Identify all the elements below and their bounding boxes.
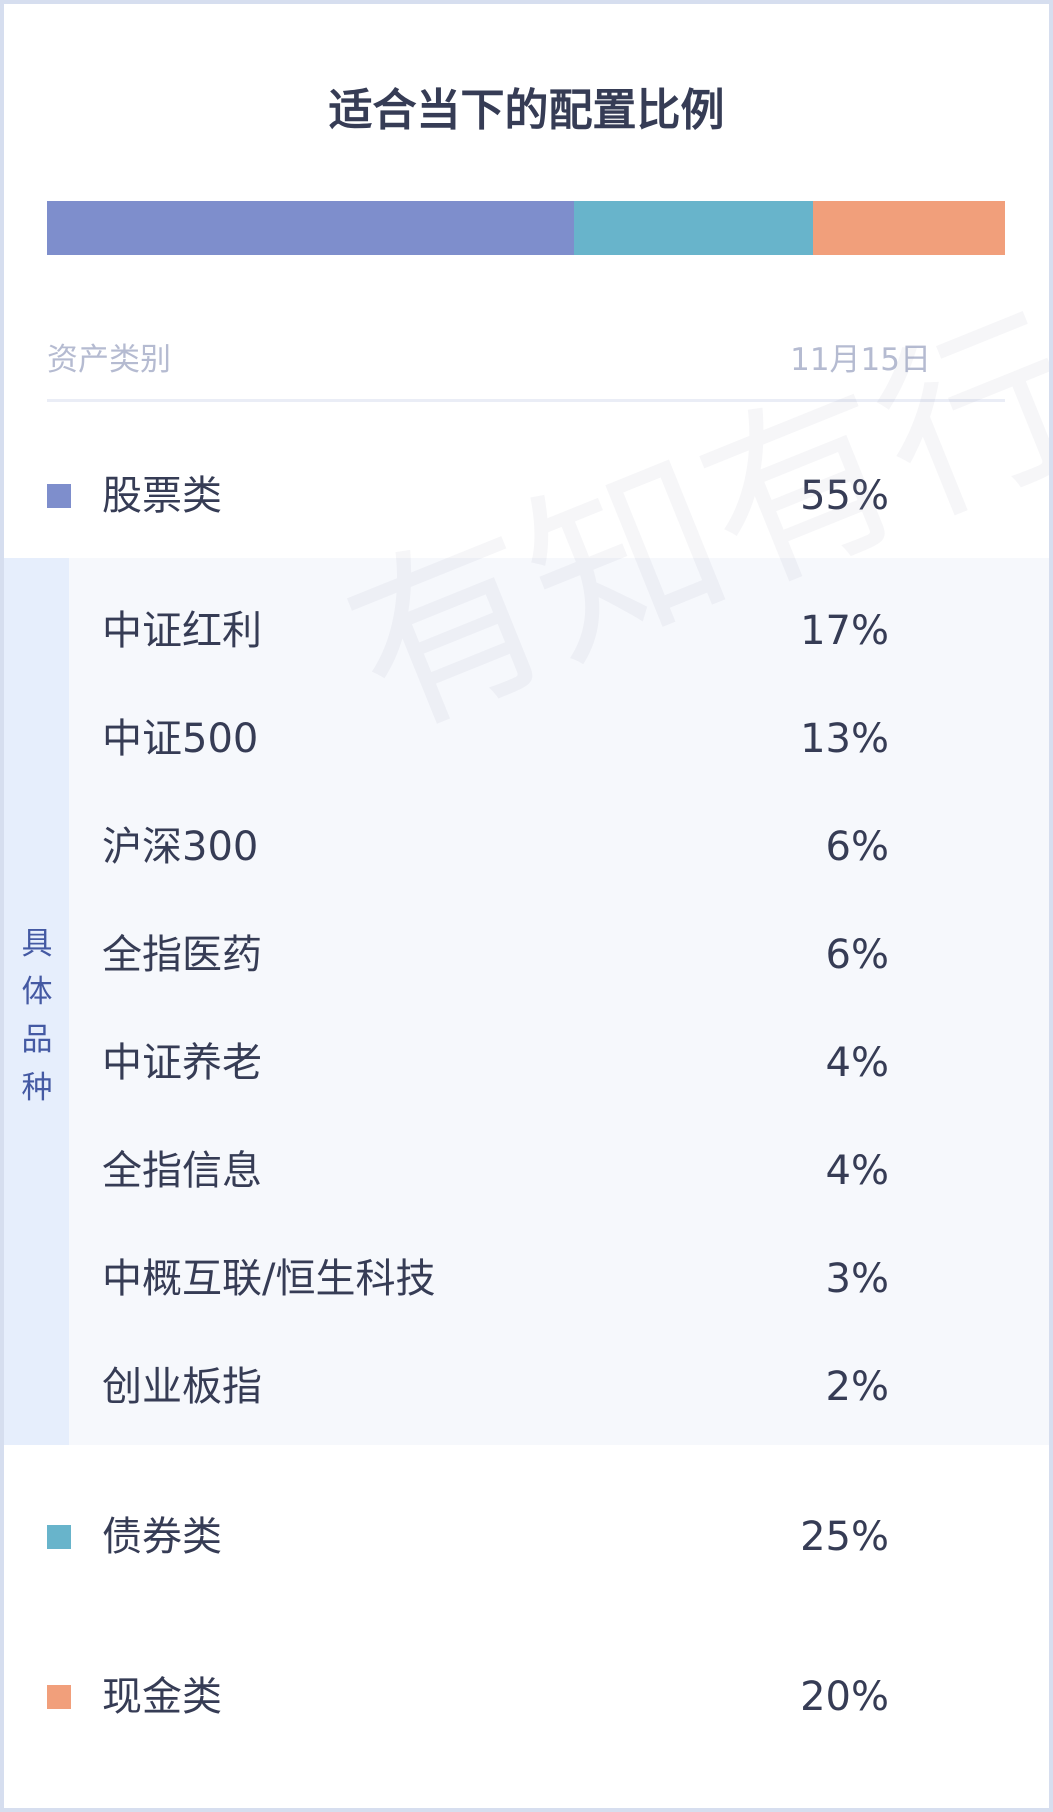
- row-value: 25%: [800, 1514, 889, 1560]
- row-label: 中证养老: [102, 1040, 262, 1086]
- allocation-bar: [47, 201, 1005, 255]
- sub-section-label: 具体品种: [21, 926, 53, 1106]
- row-value: 13%: [800, 716, 889, 762]
- bar-segment-1: [573, 201, 814, 255]
- cash-color-square-icon: [47, 1685, 71, 1709]
- row-value: 4%: [825, 1040, 889, 1086]
- sub-item-row: 全指医药 6%: [4, 925, 1049, 985]
- header-category: 资产类别: [47, 342, 171, 378]
- row-value: 2%: [825, 1364, 889, 1410]
- bonds-color-square-icon: [47, 1525, 71, 1549]
- sub-item-row: 创业板指 2%: [4, 1357, 1049, 1417]
- bar-segment-0: [47, 201, 574, 255]
- row-label: 中证500: [102, 716, 259, 762]
- row-cash: 现金类 20%: [4, 1667, 1049, 1727]
- row-value: 17%: [800, 608, 889, 654]
- row-label: 中证红利: [102, 608, 262, 654]
- row-value: 6%: [825, 932, 889, 978]
- row-stocks: 股票类 55%: [4, 466, 1049, 526]
- stocks-color-square-icon: [47, 484, 71, 508]
- divider: [47, 399, 1005, 402]
- row-label: 债券类: [102, 1514, 222, 1560]
- sub-item-row: 全指信息 4%: [4, 1141, 1049, 1201]
- row-value: 20%: [800, 1674, 889, 1720]
- row-label: 中概互联/恒生科技: [102, 1256, 436, 1302]
- row-value: 55%: [800, 473, 889, 519]
- row-label: 股票类: [102, 473, 222, 519]
- row-label: 全指医药: [102, 932, 262, 978]
- sub-item-row: 中概互联/恒生科技 3%: [4, 1249, 1049, 1309]
- row-value: 3%: [825, 1256, 889, 1302]
- row-label: 现金类: [102, 1674, 222, 1720]
- allocation-card: 适合当下的配置比例 资产类别 11月15日 股票类 55% 具体品种 中证红利 1…: [4, 4, 1049, 1808]
- row-bonds: 债券类 25%: [4, 1507, 1049, 1567]
- row-value: 6%: [825, 824, 889, 870]
- page-title: 适合当下的配置比例: [328, 85, 725, 136]
- bar-segment-2: [813, 201, 1005, 255]
- header-date: 11月15日: [790, 342, 931, 378]
- row-label: 沪深300: [102, 824, 259, 870]
- row-label: 创业板指: [102, 1364, 262, 1410]
- sub-item-row: 中证红利 17%: [4, 601, 1049, 661]
- sub-item-row: 中证养老 4%: [4, 1033, 1049, 1093]
- sub-section-sidebar: [4, 558, 69, 1445]
- row-value: 4%: [825, 1148, 889, 1194]
- row-label: 全指信息: [102, 1148, 262, 1194]
- sub-items-section: 具体品种 中证红利 17% 中证500 13% 沪深300 6% 全指医药 6% 中证养老 4% 全…: [4, 558, 1049, 1445]
- sub-item-row: 沪深300 6%: [4, 817, 1049, 877]
- sub-item-row: 中证500 13%: [4, 709, 1049, 769]
